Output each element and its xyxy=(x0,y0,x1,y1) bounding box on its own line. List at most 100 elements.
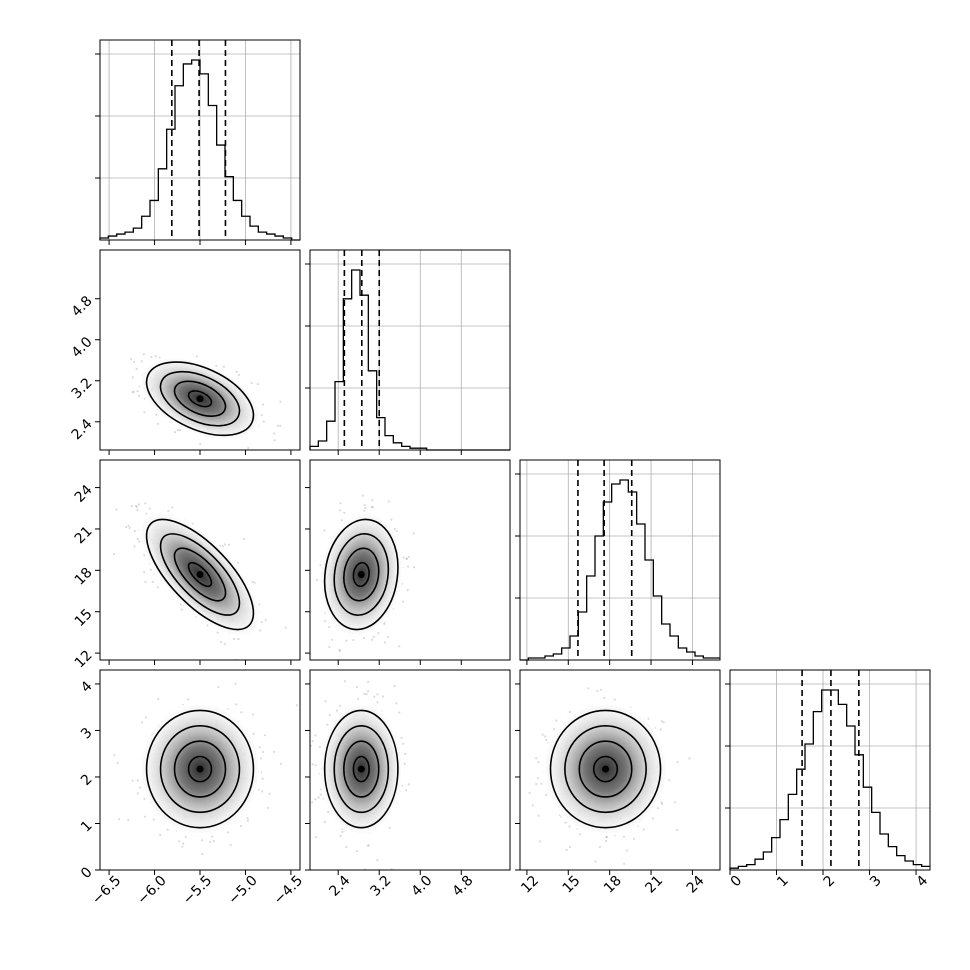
scatter-point xyxy=(260,621,263,624)
density-peak xyxy=(196,395,204,403)
scatter-point xyxy=(273,439,276,442)
scatter-point xyxy=(311,740,314,743)
scatter-point xyxy=(544,735,547,738)
scatter-point xyxy=(642,828,645,831)
x-tick-label: 0 xyxy=(728,873,746,891)
scatter-point xyxy=(223,452,225,454)
histogram-panel-2 xyxy=(515,459,721,665)
scatter-point xyxy=(363,692,366,696)
scatter-point xyxy=(587,687,590,690)
scatter-point xyxy=(167,509,170,513)
scatter-panel-3-1 xyxy=(305,669,511,875)
scatter-point xyxy=(402,600,405,603)
y-tick-label: 0 xyxy=(78,864,96,882)
scatter-point xyxy=(140,360,143,363)
scatter-point xyxy=(209,841,212,844)
scatter-point xyxy=(393,527,396,531)
scatter-point xyxy=(217,686,220,689)
scatter-point xyxy=(268,792,271,795)
scatter-point xyxy=(668,779,671,782)
scatter-point xyxy=(376,701,379,704)
scatter-point xyxy=(356,850,359,853)
scatter-point xyxy=(234,682,237,685)
contour-level-2 xyxy=(343,740,380,798)
x-tick-label: 21 xyxy=(642,873,666,897)
scatter-point xyxy=(215,364,218,367)
scatter-point xyxy=(237,373,241,377)
scatter-point xyxy=(343,680,347,683)
scatter-point xyxy=(387,500,390,503)
scatter-point xyxy=(338,648,341,652)
scatter-point xyxy=(319,793,322,796)
x-tick-label: −4.5 xyxy=(271,873,306,908)
scatter-point xyxy=(568,825,571,828)
scatter-point xyxy=(157,698,160,701)
scatter-point xyxy=(371,506,374,509)
y-tick-label: 21 xyxy=(72,523,96,547)
scatter-point xyxy=(372,635,375,638)
y-tick-label: 2 xyxy=(78,771,96,789)
scatter-point xyxy=(377,632,380,635)
scatter-point xyxy=(264,734,267,737)
scatter-point xyxy=(390,518,393,521)
contour-level-2 xyxy=(343,547,380,602)
contour-level-3 xyxy=(592,755,619,783)
scatter-point xyxy=(569,845,572,849)
scatter-point xyxy=(131,779,134,782)
contour-level-0 xyxy=(323,518,399,631)
scatter-point xyxy=(171,506,174,509)
scatter-point xyxy=(220,641,223,644)
y-tick-label: 15 xyxy=(72,606,96,630)
histogram-1-frame xyxy=(309,249,511,451)
scatter-point xyxy=(235,703,238,706)
contour-level-0 xyxy=(145,518,255,631)
scatter-point xyxy=(395,530,398,533)
scatter-point xyxy=(166,828,169,831)
scatter-point xyxy=(251,713,254,716)
scatter-point xyxy=(176,428,180,432)
scatter-point xyxy=(381,695,384,698)
scatter-point xyxy=(226,831,229,834)
scatter-point xyxy=(139,786,142,789)
scatter-point xyxy=(338,649,341,652)
scatter-point xyxy=(136,390,139,393)
scatter-point xyxy=(134,504,137,508)
scatter-point xyxy=(235,370,238,373)
scatter-point xyxy=(158,453,160,455)
scatter-point xyxy=(140,721,144,724)
x-tick-label: −6.0 xyxy=(134,873,169,908)
scatter-point xyxy=(137,503,140,506)
y-tick-label: 12 xyxy=(72,647,96,671)
density-layer xyxy=(113,682,298,856)
scatter-point xyxy=(555,719,558,722)
scatter-point xyxy=(528,791,531,794)
scatter-point xyxy=(371,638,374,641)
scatter-point xyxy=(323,529,326,532)
scatter-point xyxy=(314,734,317,737)
scatter-point xyxy=(537,814,540,817)
scatter-point xyxy=(143,571,146,574)
y-tick-label: 2.4 xyxy=(69,416,96,443)
scatter-panel-2-0 xyxy=(95,459,301,665)
scatter-point xyxy=(340,519,343,522)
scatter-point xyxy=(148,507,151,510)
scatter-point xyxy=(364,506,367,510)
scatter-point xyxy=(404,752,407,756)
scatter-panel-1-0 xyxy=(95,249,301,455)
scatter-point xyxy=(345,639,348,642)
scatter-point xyxy=(314,764,317,767)
scatter-point xyxy=(152,818,155,821)
scatter-point xyxy=(144,502,147,505)
scatter-point xyxy=(117,818,121,821)
scatter-point xyxy=(363,509,366,512)
scatter-point xyxy=(256,383,259,386)
scatter-point xyxy=(405,557,408,560)
scatter-point xyxy=(201,852,204,856)
panels xyxy=(95,39,931,875)
scatter-point xyxy=(362,636,366,640)
scatter-point xyxy=(246,819,250,822)
scatter-point xyxy=(376,859,379,862)
contour-level-2 xyxy=(173,380,227,417)
scatter-point xyxy=(553,728,556,731)
scatter-point xyxy=(405,557,409,561)
